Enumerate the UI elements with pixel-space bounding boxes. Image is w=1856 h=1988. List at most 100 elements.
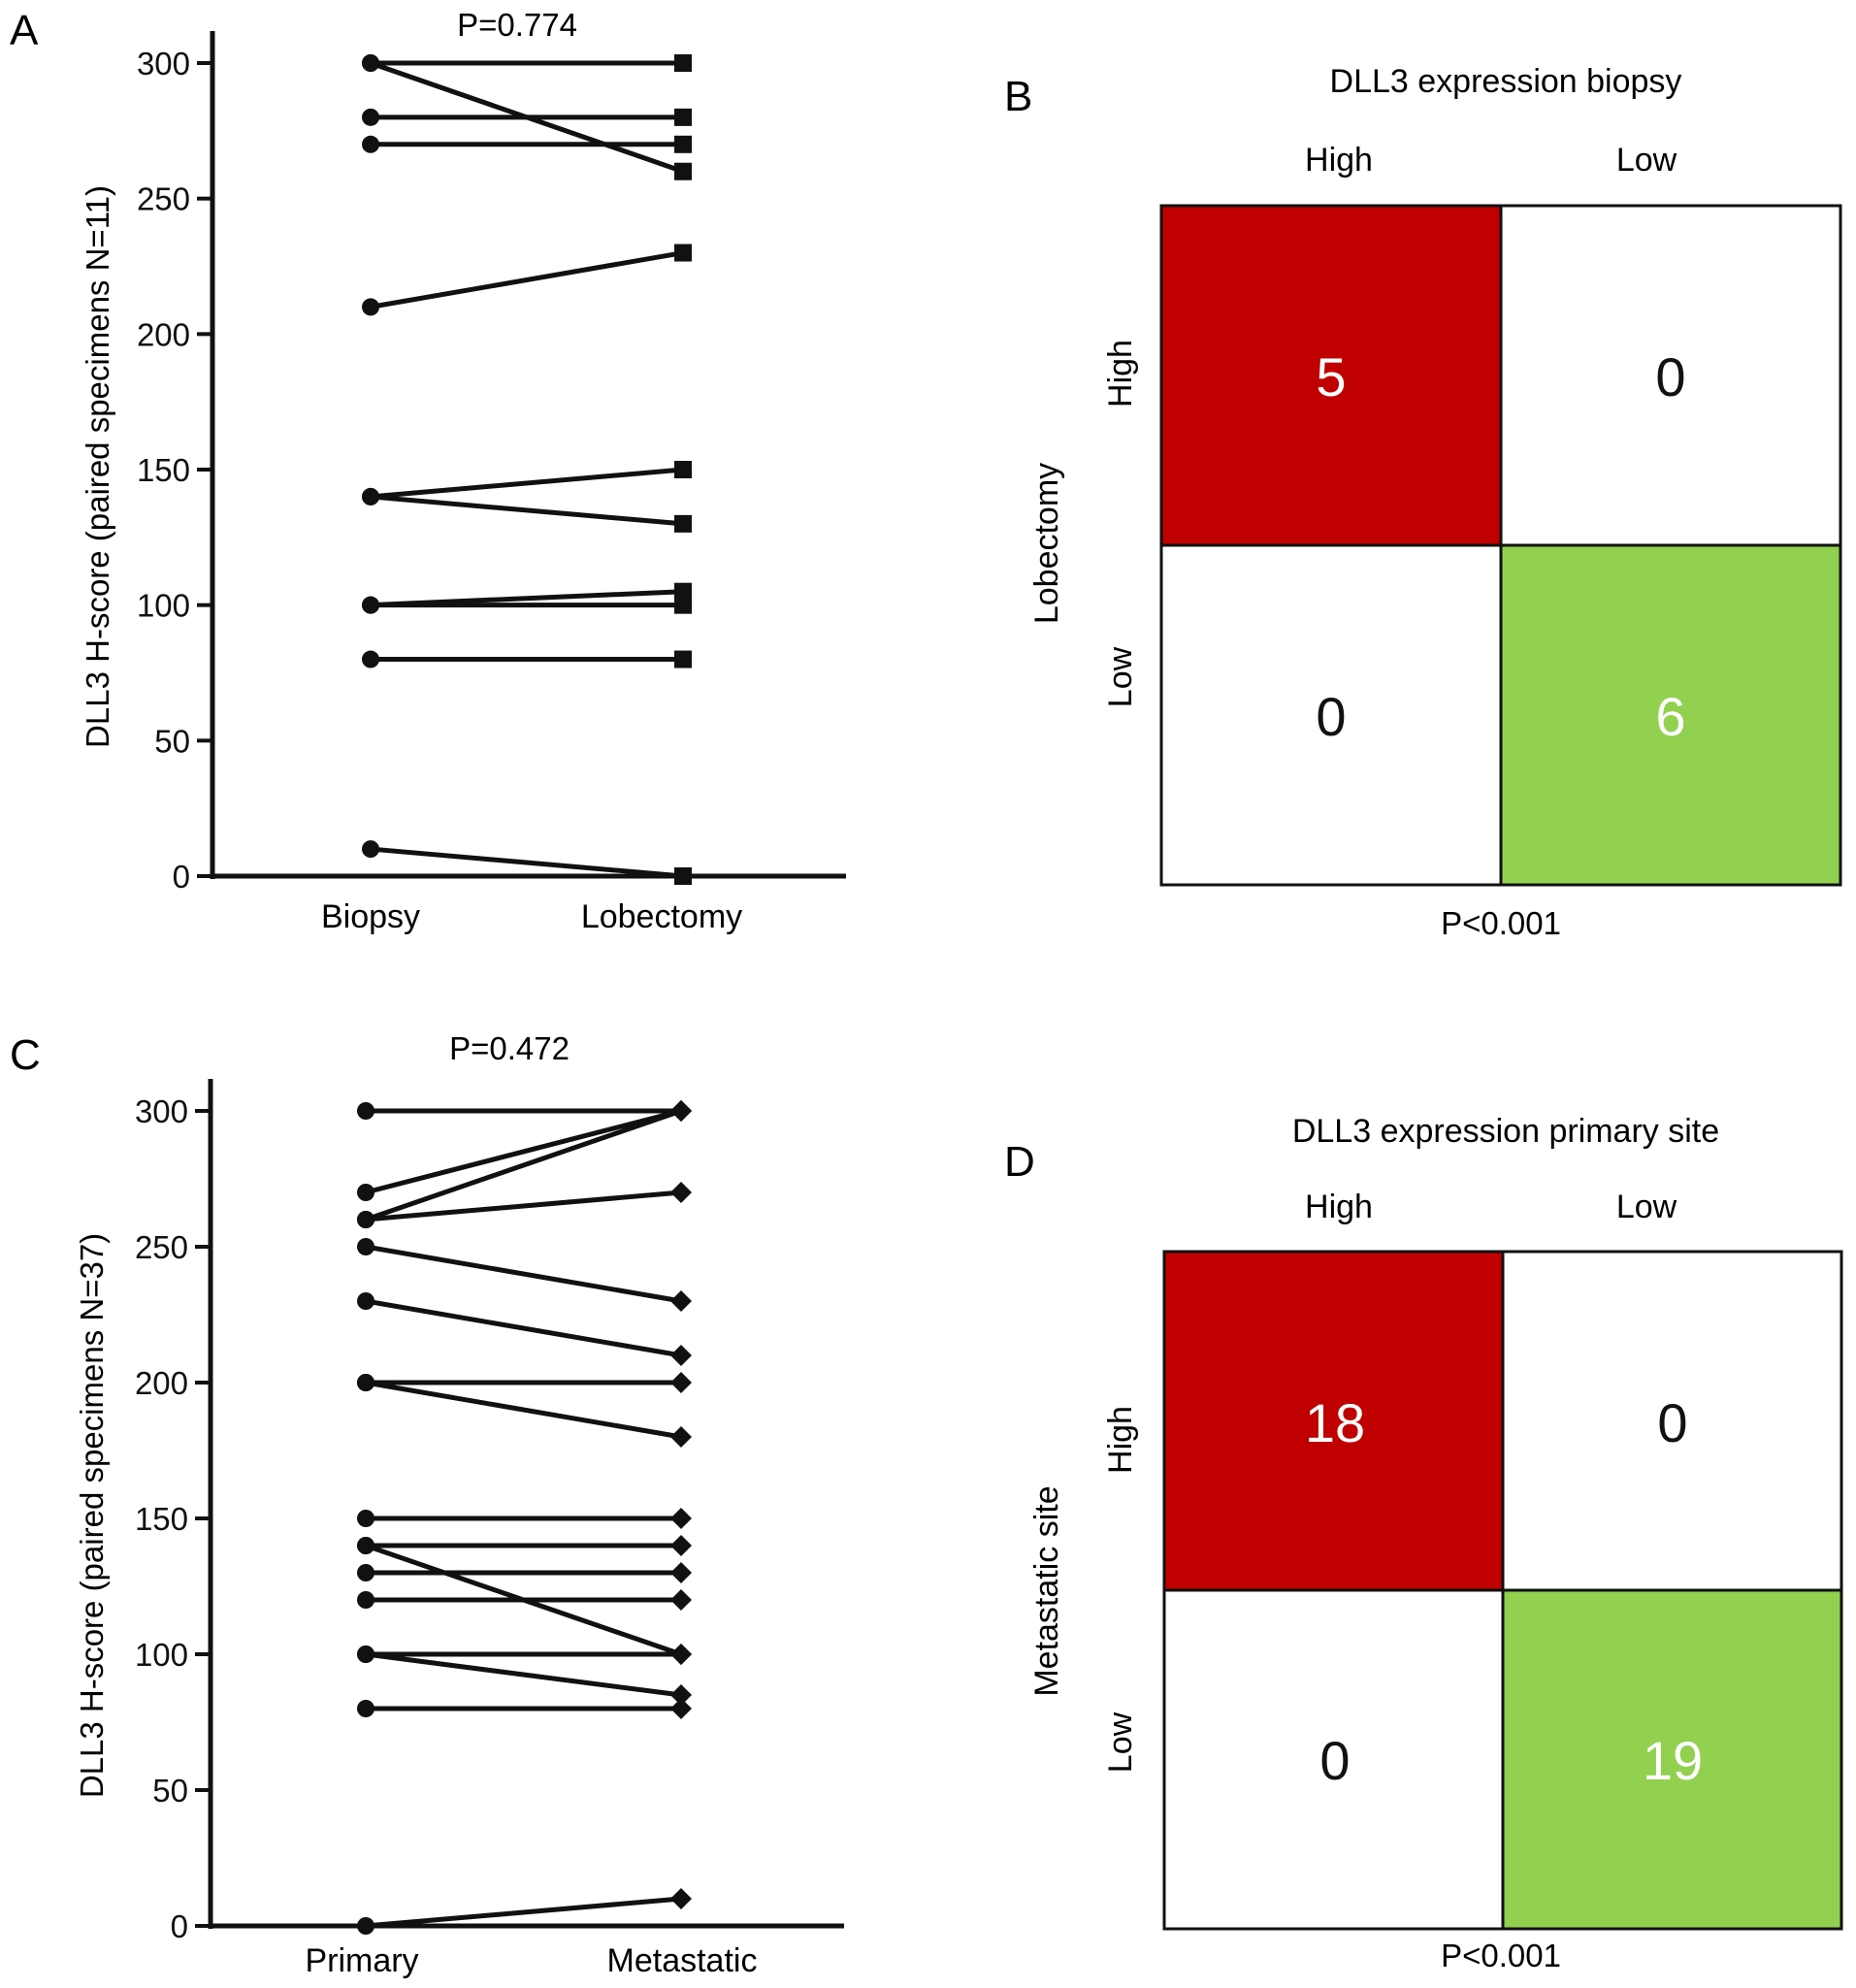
- panel-a-right-marker: [674, 461, 692, 478]
- panel-d-cell-low-high: [1162, 1588, 1505, 1931]
- panel-a-p-value: P=0.774: [457, 7, 577, 43]
- panel-b-value-high-high: 5: [1316, 346, 1346, 407]
- panel-c-left-marker: [357, 1700, 374, 1717]
- panel-c-pair-line: [365, 1108, 682, 1222]
- panel-b-value-low-high: 0: [1316, 686, 1346, 747]
- panel-c-y-tick-label: 0: [171, 1908, 188, 1944]
- panel-c-left-marker: [357, 1591, 374, 1609]
- panel-a-left-marker: [362, 135, 379, 153]
- panel-a-y-tick-label: 0: [173, 859, 190, 895]
- panel-d-value-high-low: 0: [1657, 1392, 1687, 1453]
- panel-c-y-axis-title: DLL3 H-score (paired specimens N=37): [74, 1233, 110, 1798]
- panel-b-col-high: High: [1305, 142, 1373, 179]
- panel-a-right-marker: [674, 514, 692, 533]
- panel-c-y-tick-label: 250: [135, 1229, 188, 1265]
- panel-a-y-tick-label: 250: [137, 181, 190, 217]
- panel-c-right-marker: [670, 1100, 692, 1122]
- panel-d-row-low: Low: [1102, 1711, 1139, 1773]
- panel-a-category-lobectomy: Lobectomy: [581, 898, 742, 935]
- panel-b-cell-high-low: [1499, 204, 1842, 547]
- panel-a-left-marker: [362, 108, 379, 126]
- panel-a-left-marker: [362, 596, 379, 614]
- panel-c-y-tick-label: 300: [135, 1093, 188, 1129]
- panel-a-right-marker: [674, 650, 692, 668]
- panel-b-p-value: P<0.001: [1441, 905, 1561, 941]
- panel-c-right-marker: [670, 1562, 692, 1583]
- panel-c-right-marker: [670, 1888, 692, 1909]
- panel-d-p-value: P<0.001: [1441, 1938, 1561, 1973]
- panel-c-pair-line: [365, 1108, 682, 1195]
- panel-c-left-marker: [357, 1646, 374, 1663]
- panel-c-right-marker: [670, 1535, 692, 1556]
- panel-c-right-marker: [670, 1182, 692, 1203]
- panel-a-category-biopsy: Biopsy: [321, 898, 420, 935]
- panel-c-category-primary: Primary: [305, 1942, 418, 1979]
- panel-c-right-marker: [670, 1290, 692, 1312]
- panel-c-markers: [357, 1100, 692, 1935]
- panel-c-y-ticks: 0 50 100 150 200 250 300: [135, 1093, 211, 1944]
- panel-b-heatmap: DLL3 expression biopsy High Low Lobectom…: [1028, 63, 1842, 941]
- panel-c-pair-line: [365, 1298, 682, 1358]
- panel-b-title: DLL3 expression biopsy: [1330, 63, 1682, 100]
- panel-c-y-tick-label: 100: [135, 1637, 188, 1673]
- panel-b-cell-high-high: [1159, 204, 1503, 547]
- panel-a-pair-line: [370, 467, 684, 500]
- panel-c-left-marker: [357, 1510, 374, 1527]
- panel-c-left-marker: [357, 1564, 374, 1581]
- panel-a-left-marker: [362, 840, 379, 859]
- panel-b-cell-low-low: [1499, 543, 1842, 887]
- panel-a-pair-line: [370, 494, 684, 527]
- panel-d-y-label: Metastatic site: [1028, 1485, 1065, 1696]
- panel-d-heatmap: DLL3 expression primary site High Low Me…: [1028, 1113, 1843, 1973]
- panel-c-left-marker: [357, 1374, 374, 1391]
- panel-c-left-marker: [357, 1917, 374, 1935]
- panel-d-cell-high-high: [1162, 1250, 1505, 1592]
- panel-c-left-marker: [357, 1238, 374, 1255]
- panel-b-row-high: High: [1102, 340, 1139, 407]
- panel-a-right-marker: [674, 162, 692, 180]
- panel-d-value-high-high: 18: [1305, 1392, 1365, 1453]
- panel-c-right-marker: [670, 1589, 692, 1611]
- panel-a-pair-line: [370, 250, 684, 310]
- panel-letter-c: C: [10, 1031, 41, 1079]
- panel-c-right-marker: [670, 1508, 692, 1529]
- panel-c-pair-line: [365, 1651, 682, 1698]
- panel-c-right-marker: [670, 1426, 692, 1448]
- panel-a-y-tick-label: 150: [137, 452, 190, 488]
- panel-c-category-metastatic: Metastatic: [607, 1942, 758, 1979]
- panel-c-left-marker: [357, 1102, 374, 1120]
- panel-b-value-low-low: 6: [1655, 686, 1685, 747]
- panel-a-y-axis-title: DLL3 H-score (paired specimens N=11): [80, 185, 115, 748]
- panel-a-pair-lines: [370, 60, 684, 879]
- panel-c-y-tick-label: 150: [135, 1501, 188, 1537]
- panel-c-right-marker: [670, 1372, 692, 1393]
- panel-c-pair-lines: [365, 1108, 682, 1929]
- panel-c-p-value: P=0.472: [449, 1030, 570, 1066]
- panel-a-y-tick-label: 200: [137, 316, 190, 352]
- panel-a-left-marker: [362, 487, 379, 505]
- panel-c-left-marker: [357, 1292, 374, 1310]
- panel-a-right-marker: [674, 582, 692, 601]
- panel-d-col-low: Low: [1616, 1189, 1677, 1225]
- panel-a-y-ticks: 0 50 100 150 200 250 300: [137, 46, 212, 895]
- panel-c-right-marker: [670, 1698, 692, 1719]
- panel-a-y-tick-label: 100: [137, 588, 190, 624]
- panel-a-right-marker: [674, 596, 692, 614]
- panel-a-right-marker: [674, 135, 692, 153]
- panel-c-right-marker: [670, 1684, 692, 1706]
- panel-d-value-low-high: 0: [1319, 1730, 1350, 1791]
- panel-c-pair-line: [365, 1380, 682, 1440]
- panel-c-paired-plot: P=0.472 DLL3 H-score (paired specimens N…: [74, 1030, 844, 1979]
- panel-c-right-marker: [670, 1345, 692, 1366]
- panel-letter-b: B: [1004, 73, 1032, 120]
- panel-a-right-marker: [674, 867, 692, 885]
- panel-a-markers: [362, 54, 692, 885]
- panel-a-pair-line: [370, 589, 684, 608]
- panel-a-right-marker: [674, 244, 692, 262]
- panel-d-title: DLL3 expression primary site: [1292, 1113, 1719, 1150]
- panel-d-col-high: High: [1305, 1189, 1373, 1225]
- panel-c-pair-line: [365, 1896, 682, 1929]
- panel-b-value-high-low: 0: [1655, 346, 1685, 407]
- panel-c-y-tick-label: 200: [135, 1365, 188, 1401]
